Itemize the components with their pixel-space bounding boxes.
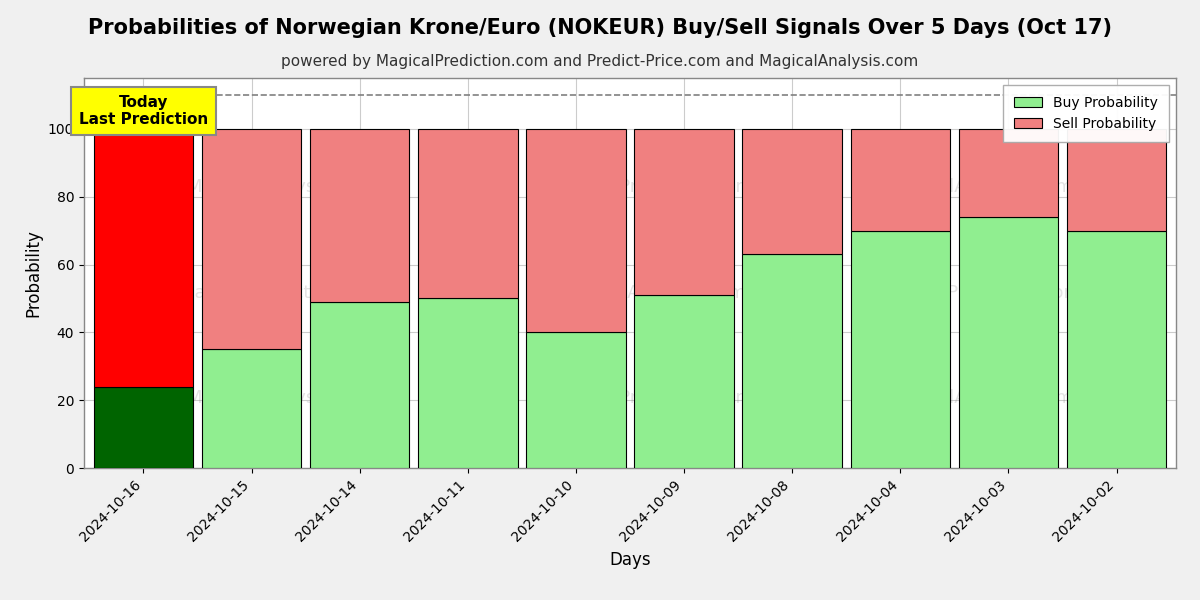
Bar xyxy=(959,217,1058,468)
Y-axis label: Probability: Probability xyxy=(24,229,42,317)
Text: Probabilities of Norwegian Krone/Euro (NOKEUR) Buy/Sell Signals Over 5 Days (Oct: Probabilities of Norwegian Krone/Euro (N… xyxy=(88,18,1112,38)
Bar xyxy=(1067,129,1166,230)
Text: MagicalPrediction.com: MagicalPrediction.com xyxy=(179,283,382,301)
Text: powered by MagicalPrediction.com and Predict-Price.com and MagicalAnalysis.com: powered by MagicalPrediction.com and Pre… xyxy=(281,54,919,69)
Bar xyxy=(202,129,301,349)
Text: Today
Last Prediction: Today Last Prediction xyxy=(79,95,208,127)
Text: MagicalAnalysis.com: MagicalAnalysis.com xyxy=(886,389,1073,407)
Bar xyxy=(527,332,625,468)
Bar xyxy=(310,129,409,302)
Bar xyxy=(94,129,193,386)
Legend: Buy Probability, Sell Probability: Buy Probability, Sell Probability xyxy=(1003,85,1169,142)
X-axis label: Days: Days xyxy=(610,551,650,569)
Text: MagicalPrediction.com: MagicalPrediction.com xyxy=(878,283,1081,301)
Bar xyxy=(635,129,733,295)
Bar xyxy=(418,129,517,298)
Text: MagicalAnalysis.com: MagicalAnalysis.com xyxy=(187,389,374,407)
Text: MagicalAnalysis.com: MagicalAnalysis.com xyxy=(886,178,1073,196)
Bar xyxy=(743,129,842,254)
Bar xyxy=(851,230,950,468)
Bar xyxy=(743,254,842,468)
Bar xyxy=(635,295,733,468)
Text: MagicalPrediction.com: MagicalPrediction.com xyxy=(551,178,754,196)
Text: MagicalAnalysis.com: MagicalAnalysis.com xyxy=(187,178,374,196)
Bar xyxy=(94,386,193,468)
Text: MagicalAnalysis.com: MagicalAnalysis.com xyxy=(558,283,745,301)
Bar xyxy=(527,129,625,332)
Bar xyxy=(418,298,517,468)
Bar xyxy=(851,129,950,230)
Bar xyxy=(202,349,301,468)
Bar xyxy=(959,129,1058,217)
Text: MagicalPrediction.com: MagicalPrediction.com xyxy=(551,389,754,407)
Bar xyxy=(1067,230,1166,468)
Bar xyxy=(310,302,409,468)
